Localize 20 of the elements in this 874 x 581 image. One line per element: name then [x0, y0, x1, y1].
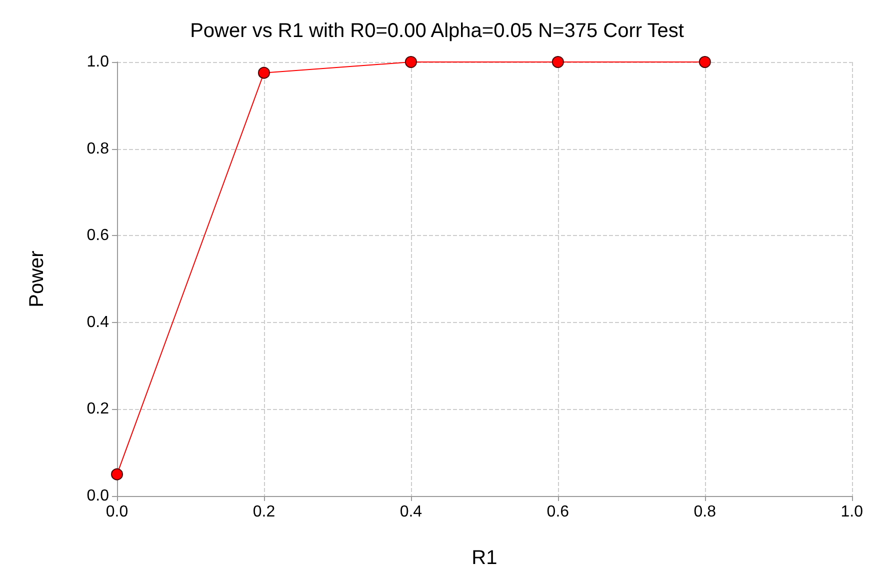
- y-tick-label: 0.2: [86, 400, 110, 418]
- point: [111, 468, 123, 480]
- y-tick-label: 1.0: [86, 54, 110, 70]
- chart-title: Power vs R1 with R0=0.00 Alpha=0.05 N=375 Corr Test: [190, 20, 684, 42]
- y-tick-label: 0.8: [86, 140, 110, 158]
- x-tick-label: 0.6: [546, 504, 570, 520]
- point: [258, 66, 270, 79]
- x-tick-label: 0.8: [694, 504, 716, 520]
- x-tick-label: 0.4: [400, 504, 422, 520]
- point: [404, 56, 417, 68]
- y-tick-label: 0.4: [86, 314, 110, 331]
- x-tick-label: 0.0: [106, 504, 128, 520]
- point: [698, 56, 711, 68]
- y-tick-label: 0.0: [86, 488, 110, 504]
- y-axis-title: Power: [26, 250, 48, 308]
- x-tick-label: 0.2: [252, 504, 276, 520]
- point: [552, 56, 564, 68]
- y-tick-label: 0.6: [86, 227, 110, 244]
- x-axis-title: R1: [472, 547, 498, 569]
- x-tick-label: 1.0: [840, 504, 864, 520]
